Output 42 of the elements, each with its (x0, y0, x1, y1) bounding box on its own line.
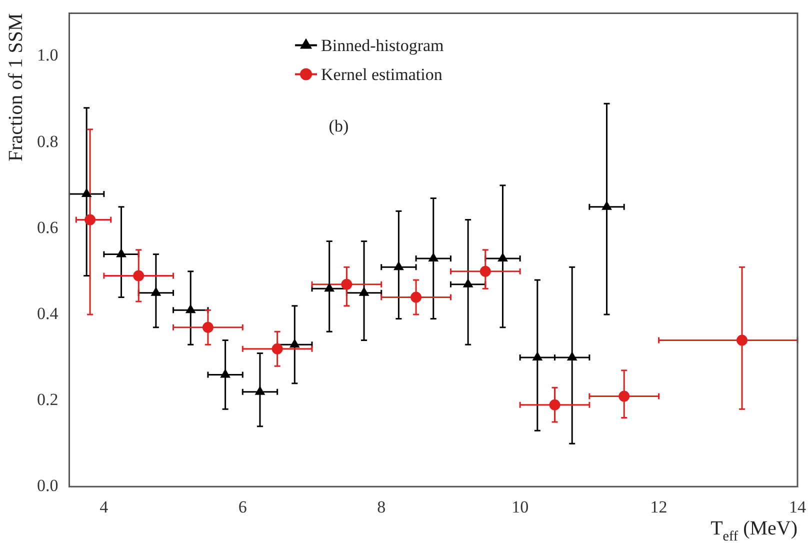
x-tick-label: 8 (377, 497, 386, 516)
point (480, 266, 491, 277)
point (736, 334, 748, 346)
y-axis-title: Fraction of 1 SSM (5, 12, 27, 162)
x-tick-label: 10 (512, 497, 529, 516)
x-tick-label: 14 (789, 497, 806, 516)
point (290, 339, 300, 348)
point (324, 283, 334, 292)
point (220, 369, 230, 378)
point (133, 270, 144, 282)
point (394, 262, 404, 270)
point (82, 188, 92, 197)
point (463, 278, 473, 288)
point (498, 253, 508, 262)
point (255, 386, 265, 395)
point (151, 287, 161, 296)
point (341, 278, 352, 290)
legend-label: Binned-histogram (321, 36, 444, 56)
x-tick-label: 6 (238, 497, 247, 516)
point (532, 352, 542, 360)
point (84, 214, 96, 226)
y-tick-label: 0.0 (37, 476, 58, 496)
point (602, 201, 612, 210)
x-tick-label: 12 (650, 497, 668, 516)
legend-label: Kernel estimation (321, 65, 443, 84)
y-tick-label: 0.8 (37, 132, 58, 151)
y-tick-label: 0.2 (37, 390, 58, 409)
point (428, 253, 438, 262)
point (567, 352, 577, 360)
point (359, 287, 369, 296)
point (186, 304, 196, 314)
point (618, 390, 630, 402)
point (410, 292, 422, 303)
annotation: (b) (328, 116, 349, 136)
point (549, 399, 560, 410)
y-tick-label: 0.6 (37, 218, 58, 237)
point (202, 322, 214, 333)
y-tick-label: 1.0 (37, 46, 58, 65)
point (272, 343, 283, 354)
x-tick-label: 4 (100, 497, 109, 516)
y-tick-label: 0.4 (37, 304, 59, 323)
point (116, 248, 126, 258)
